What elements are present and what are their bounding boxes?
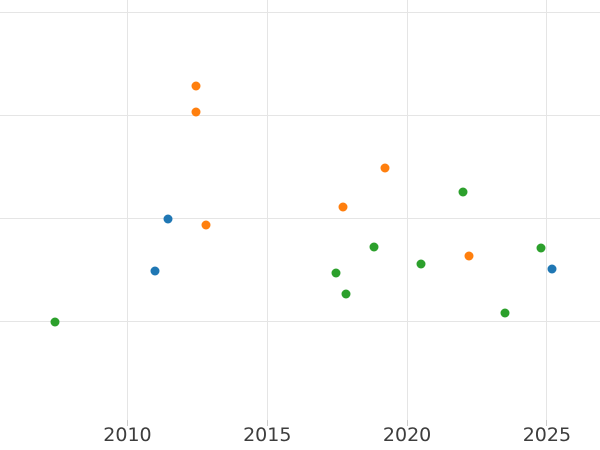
- plot-area: [0, 0, 600, 420]
- gridline-horizontal: [0, 321, 600, 323]
- data-point-green-series: [500, 308, 510, 318]
- gridline-horizontal: [0, 115, 600, 117]
- x-axis-tick: [266, 420, 268, 426]
- gridline-vertical: [406, 0, 408, 420]
- data-point-orange-series: [201, 220, 211, 230]
- gridline-horizontal: [0, 218, 600, 220]
- gridline-vertical: [546, 0, 548, 420]
- gridline-vertical: [266, 0, 268, 420]
- data-point-green-series: [50, 317, 60, 327]
- data-point-orange-series: [464, 251, 474, 261]
- x-tick-label: 2015: [243, 424, 292, 446]
- gridline-horizontal: [0, 11, 600, 13]
- data-point-green-series: [536, 243, 546, 253]
- data-point-green-series: [458, 187, 468, 197]
- data-point-blue-series: [163, 214, 173, 224]
- data-point-green-series: [331, 268, 341, 278]
- data-point-green-series: [341, 289, 351, 299]
- x-tick-label: 2025: [522, 424, 572, 446]
- x-axis-tick: [126, 420, 128, 426]
- x-axis-tick: [546, 420, 548, 426]
- data-point-green-series: [416, 259, 426, 269]
- data-point-green-series: [369, 242, 379, 252]
- data-point-orange-series: [191, 81, 201, 91]
- x-axis-tick: [406, 420, 408, 426]
- data-point-orange-series: [380, 163, 390, 173]
- data-point-blue-series: [150, 266, 160, 276]
- data-point-orange-series: [191, 107, 201, 117]
- data-point-orange-series: [338, 202, 348, 212]
- x-tick-label: 2010: [103, 424, 152, 446]
- gridline-vertical: [126, 0, 128, 420]
- x-tick-label: 2020: [382, 424, 432, 446]
- data-point-blue-series: [547, 264, 557, 274]
